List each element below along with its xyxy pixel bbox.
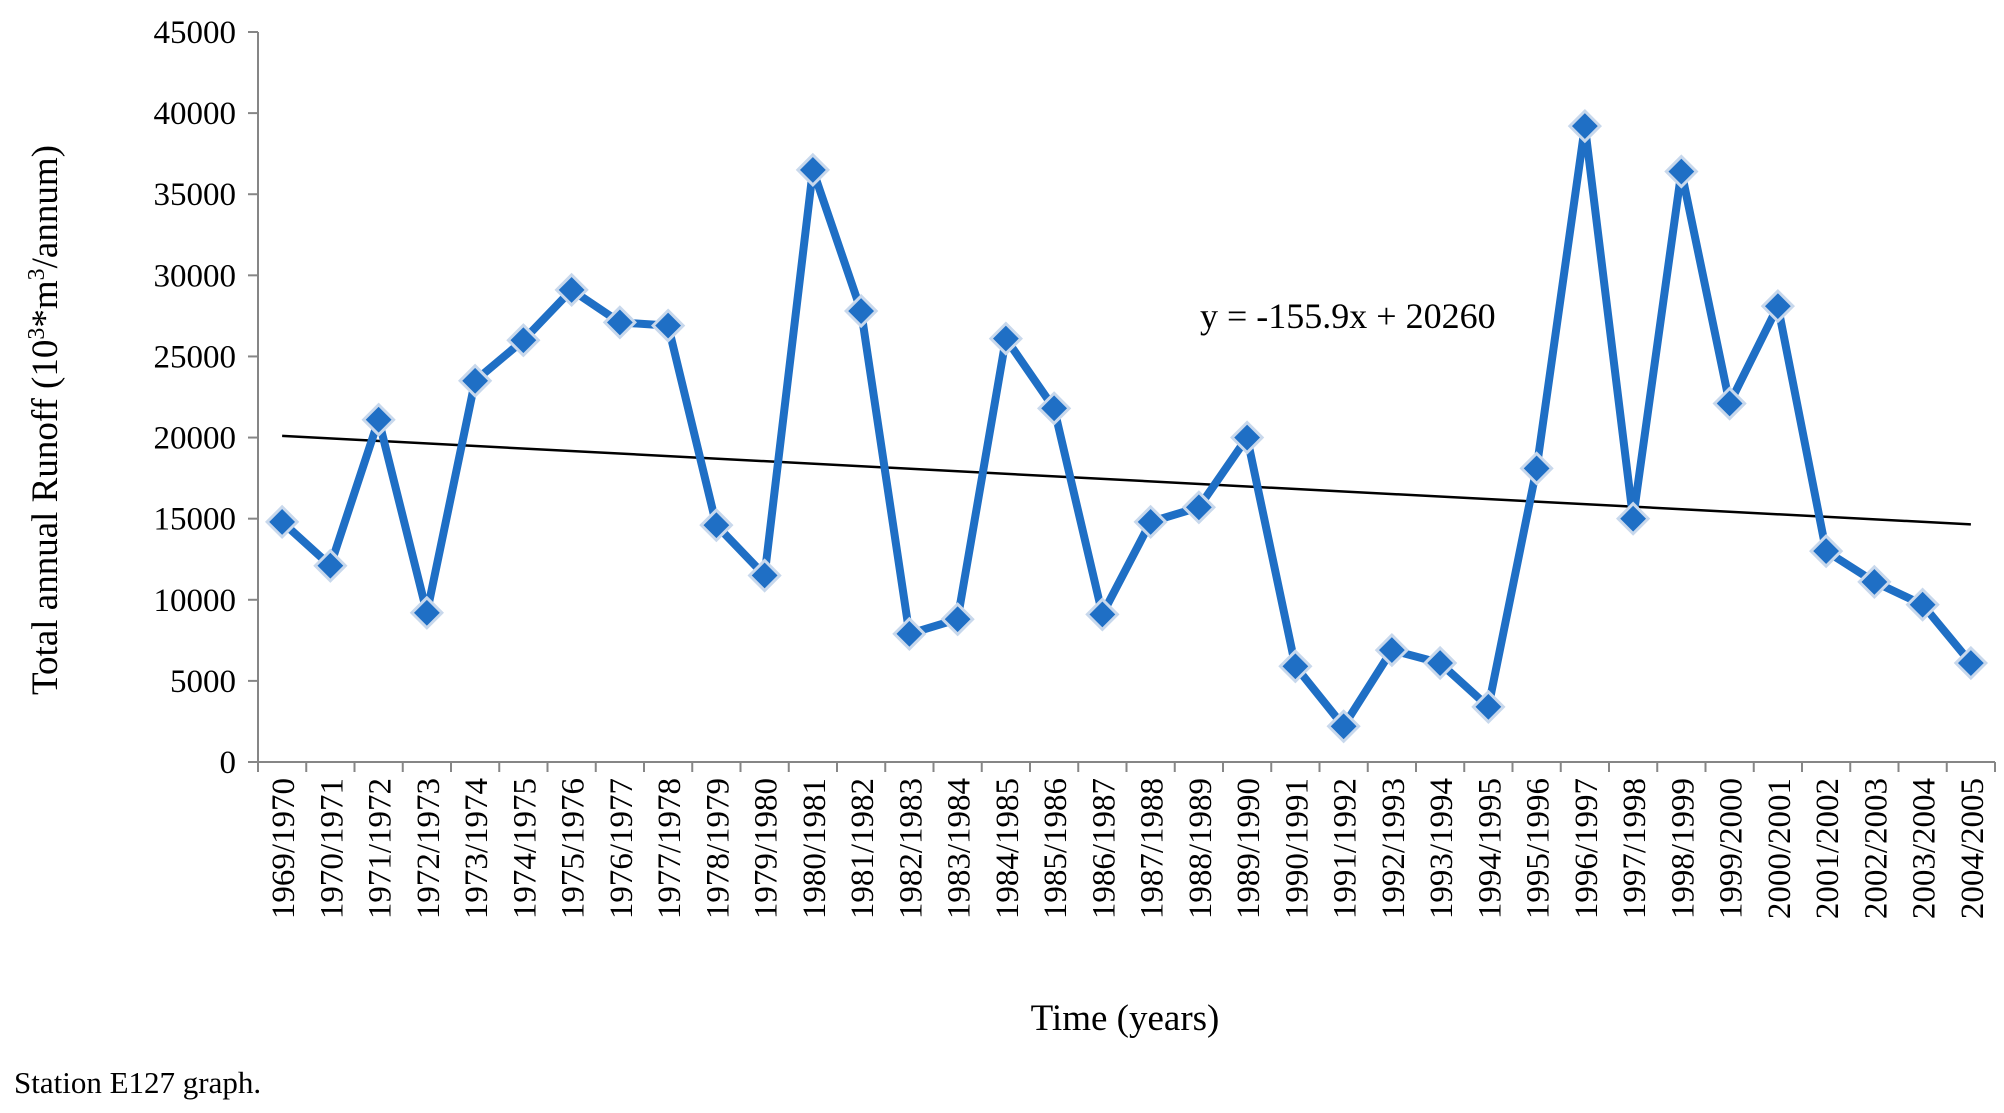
x-tick-label: 2000/2001	[1762, 778, 1798, 919]
x-axis-title: Time (years)	[1031, 998, 1220, 1039]
y-tick-label: 40000	[154, 96, 237, 132]
y-tick-label: 5000	[170, 664, 236, 700]
data-point	[892, 616, 927, 651]
x-tick-label: 1990/1991	[1279, 778, 1315, 919]
y-axis-title-sup2: 3	[24, 268, 50, 280]
data-point	[1519, 451, 1554, 486]
x-tick-label: 1974/1975	[507, 778, 543, 919]
x-tick-label: 1988/1989	[1183, 778, 1219, 919]
x-tick-label: 1999/2000	[1714, 778, 1750, 919]
y-axis: 0 5000 10000 15000 20000 25000 30000 35000 40000…	[154, 15, 259, 781]
data-point	[1085, 597, 1120, 632]
data-point	[554, 272, 589, 308]
data-point	[1567, 108, 1602, 144]
data-point	[1664, 154, 1699, 189]
x-tick-label: 1980/1981	[797, 778, 833, 919]
x-tick-label: 2002/2003	[1858, 778, 1894, 919]
x-tick-label: 1983/1984	[942, 778, 978, 919]
data-point	[651, 308, 686, 343]
data-point	[844, 293, 879, 329]
x-tick-label: 1972/1973	[411, 778, 447, 919]
data-point	[1953, 645, 1988, 681]
y-tick-label: 45000	[154, 15, 237, 51]
data-point	[409, 595, 444, 630]
y-tick-label: 15000	[154, 502, 237, 538]
x-tick-label: 1969/1970	[266, 778, 302, 919]
x-tick-label: 1991/1992	[1328, 778, 1364, 919]
y-tick-label: 25000	[154, 339, 237, 375]
x-tick-label: 1992/1993	[1376, 778, 1412, 919]
data-point	[361, 402, 396, 437]
y-axis-title-part3: /annum)	[25, 145, 66, 268]
x-tick-label: 1997/1998	[1617, 778, 1653, 919]
data-point	[506, 323, 541, 358]
y-axis-title: Total annual Runoff (103*m3/annum)	[24, 145, 66, 695]
data-point	[1712, 386, 1747, 421]
x-tick-label: 2004/2005	[1955, 778, 1991, 919]
x-tick-label: 1970/1971	[314, 778, 350, 919]
x-tick-label: 1995/1996	[1521, 778, 1557, 919]
data-point	[1616, 501, 1651, 536]
y-axis-title-sup1: 3	[24, 328, 50, 340]
x-tick-label: 1985/1986	[1038, 778, 1074, 919]
x-tick-label: 1977/1978	[652, 778, 688, 919]
data-point	[1326, 709, 1361, 744]
data-point	[1760, 289, 1795, 324]
data-point	[1230, 420, 1265, 455]
x-tick-label: 1993/1994	[1424, 778, 1460, 919]
x-tick-label: 1989/1990	[1231, 778, 1267, 919]
data-point	[699, 508, 734, 543]
x-tick-label: 1982/1983	[893, 778, 929, 919]
trendline-line	[282, 434, 1971, 526]
trendline-equation: y = -155.9x + 20260	[1200, 296, 1496, 336]
x-tick-label: 1981/1982	[845, 778, 881, 919]
data-point	[988, 321, 1023, 356]
x-axis: 1969/1970 1970/1971 1971/1972 1972/1973 1973…	[257, 761, 1996, 919]
data-point	[458, 363, 493, 398]
series-line	[279, 125, 1974, 734]
x-tick-label: 1986/1987	[1086, 778, 1122, 919]
data-point	[795, 152, 830, 188]
data-point	[1857, 564, 1892, 600]
x-tick-label: 2003/2004	[1907, 778, 1943, 919]
y-tick-label: 20000	[154, 421, 237, 457]
x-tick-label: 2001/2002	[1810, 778, 1846, 919]
series-runoff	[265, 108, 1988, 744]
data-point	[1133, 504, 1168, 540]
data-point	[1037, 391, 1072, 426]
x-tick-label: 1987/1988	[1135, 778, 1171, 919]
trendline	[282, 434, 1971, 526]
y-tick-label: 10000	[154, 583, 237, 619]
x-tick-label: 1994/1995	[1472, 778, 1508, 919]
x-tick-label: 1978/1979	[700, 778, 736, 919]
x-tick-label: 1973/1974	[459, 778, 495, 919]
data-point	[1905, 587, 1940, 622]
data-point	[602, 305, 637, 340]
x-tick-label: 1996/1997	[1569, 778, 1605, 919]
x-tick-label: 1975/1976	[556, 778, 592, 919]
y-tick-label: 30000	[154, 258, 237, 294]
data-point	[1423, 645, 1458, 681]
data-point	[1278, 649, 1313, 684]
y-tick-label: 35000	[154, 177, 237, 213]
y-tick-label: 0	[220, 745, 237, 781]
data-point	[1181, 490, 1216, 525]
y-axis-title-part1: Total annual Runoff (10	[25, 340, 66, 695]
x-tick-label: 1976/1977	[604, 778, 640, 919]
data-point	[1809, 533, 1844, 569]
data-point	[265, 504, 300, 540]
x-tick-label: 1998/1999	[1665, 778, 1701, 919]
data-point	[747, 558, 782, 593]
x-tick-label: 1984/1985	[990, 778, 1026, 919]
x-tick-label: 1979/1980	[749, 778, 785, 919]
x-tick-label: 1971/1972	[363, 778, 399, 919]
figure-caption: Station E127 graph.	[14, 1065, 262, 1100]
data-point	[1374, 632, 1409, 668]
data-point	[1471, 689, 1506, 724]
data-point	[940, 602, 975, 637]
data-point	[313, 548, 348, 583]
y-axis-title-part2: *m	[25, 280, 66, 328]
